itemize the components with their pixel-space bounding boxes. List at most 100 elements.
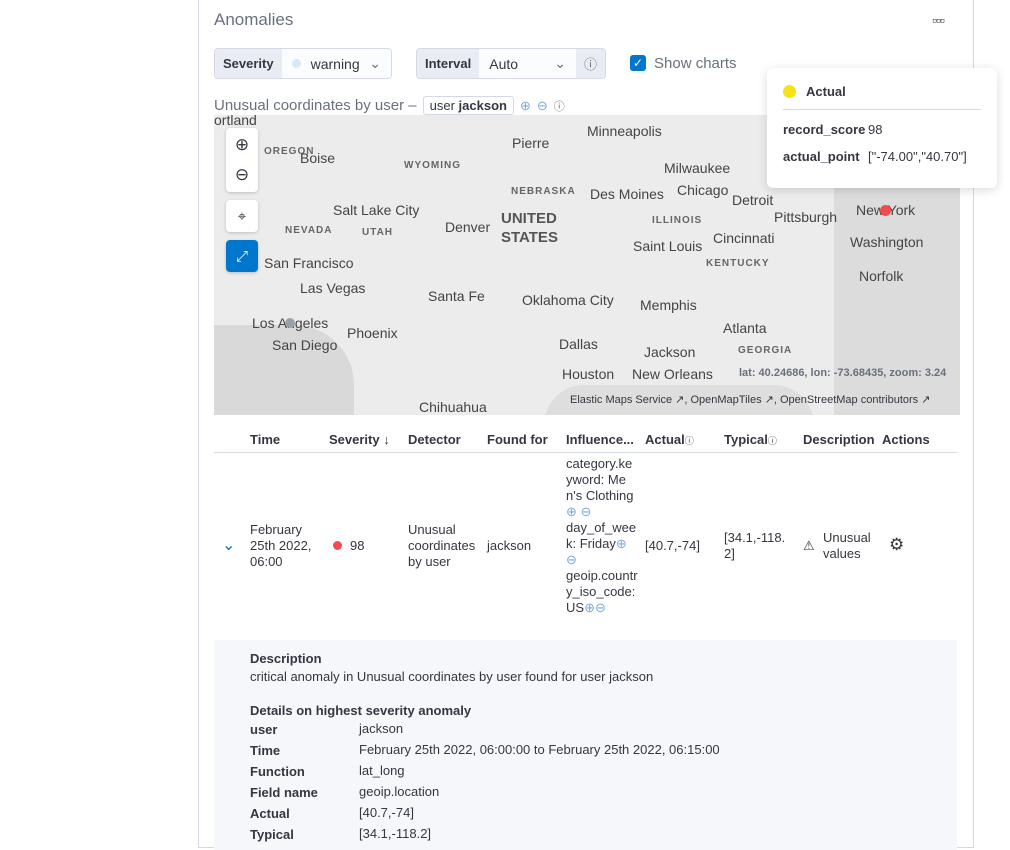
- chart-title-text: Unusual coordinates by user –: [214, 97, 417, 114]
- remove-filter-icon[interactable]: ⊖: [580, 504, 592, 519]
- detail-value: [40.7,-74]: [359, 805, 414, 820]
- col-time[interactable]: Time: [250, 432, 281, 447]
- col-description: Description: [803, 432, 875, 447]
- map-label: Salt Lake City: [333, 202, 420, 218]
- map-label: Jackson: [644, 344, 696, 360]
- add-filter-icon[interactable]: ⊕: [566, 504, 577, 519]
- map-label: Santa Fe: [428, 288, 485, 304]
- add-filter-icon[interactable]: ⊕: [519, 97, 531, 113]
- zoom-out-icon[interactable]: ⊖: [234, 165, 250, 184]
- map-label: NEBRASKA: [511, 186, 576, 197]
- zoom-controls: ⊕ ⊖: [226, 128, 258, 192]
- map-label: ortland: [214, 115, 257, 128]
- map-label: Pittsburgh: [774, 209, 838, 225]
- map-label: Chicago: [677, 182, 729, 198]
- help-icon: ⓘ: [684, 436, 694, 446]
- entity-chip: user jackson: [422, 96, 514, 115]
- tooltip-series: Actual: [806, 84, 846, 99]
- detail-value: February 25th 2022, 06:00:00 to February…: [359, 742, 720, 757]
- map-label: Cincinnati: [713, 230, 775, 246]
- actual-legend-icon: [783, 85, 796, 98]
- more-options-icon[interactable]: ▫▫▫: [932, 12, 945, 28]
- col-found-for[interactable]: Found for: [487, 432, 548, 447]
- map-label: Denver: [445, 219, 491, 235]
- map-label: KENTUCKY: [706, 258, 770, 269]
- add-filter-icon[interactable]: ⊕: [615, 536, 627, 551]
- typical-point-marker[interactable]: [285, 318, 295, 328]
- gear-icon[interactable]: ⚙: [889, 535, 905, 554]
- help-icon[interactable]: ⓘ: [553, 100, 565, 113]
- tooltip-key: record_score: [783, 122, 866, 137]
- show-charts-checkbox[interactable]: ✓: [630, 55, 646, 71]
- map-label: Washington: [850, 234, 924, 250]
- entity-value: jackson: [458, 98, 507, 113]
- col-actual[interactable]: Actualⓘ: [645, 432, 694, 447]
- map-label: Oklahoma City: [522, 292, 614, 308]
- help-icon: ⓘ: [767, 436, 777, 446]
- map-label: Detroit: [732, 192, 774, 208]
- col-typical-label: Typical: [724, 432, 768, 447]
- locate-icon[interactable]: ⌖: [226, 200, 258, 232]
- severity-label: Severity: [215, 49, 282, 78]
- attribution-osm[interactable]: OpenStreetMap contributors: [780, 394, 919, 406]
- fullscreen-icon[interactable]: ⤢: [226, 240, 258, 272]
- map-label: Las Vegas: [300, 280, 366, 296]
- attribution-openmaptiles[interactable]: OpenMapTiles: [690, 394, 762, 406]
- detail-key: Typical: [250, 827, 294, 842]
- map-label: Memphis: [640, 297, 697, 313]
- panel-title: Anomalies: [214, 10, 294, 29]
- remove-filter-icon[interactable]: ⊖: [566, 552, 577, 567]
- zoom-in-icon[interactable]: ⊕: [234, 135, 250, 154]
- severity-dot-icon: [291, 59, 301, 68]
- col-actions: Actions: [882, 432, 930, 447]
- severity-dot-icon: [333, 541, 342, 550]
- expanded-row: [214, 640, 957, 850]
- details-heading: Details on highest severity anomaly: [250, 703, 472, 718]
- col-typical[interactable]: Typicalⓘ: [724, 432, 777, 447]
- detail-key: Field name: [250, 785, 318, 800]
- chart-title: Unusual coordinates by user – user jacks…: [214, 96, 565, 115]
- sort-down-icon: ↓: [383, 432, 390, 447]
- col-influencers[interactable]: Influence...: [566, 432, 634, 447]
- map-label: NEVADA: [285, 225, 333, 236]
- map-label: UTAH: [362, 227, 394, 238]
- map-label: Atlanta: [723, 320, 767, 336]
- map-label: GEORGIA: [738, 345, 793, 356]
- map-label: Pierre: [512, 135, 550, 151]
- tooltip-value: ["-74.00","40.70"]: [868, 149, 967, 164]
- map-label: OREGON: [264, 146, 315, 157]
- attribution-ems[interactable]: Elastic Maps Service: [570, 394, 673, 406]
- expand-row-icon[interactable]: ⌄: [222, 537, 236, 554]
- row-time: February 25th 2022, 06:00: [250, 522, 312, 569]
- detail-key: Actual: [250, 806, 290, 821]
- detail-key: Time: [250, 743, 281, 758]
- severity-score: 98: [350, 538, 365, 553]
- detail-value: lat_long: [359, 763, 405, 778]
- add-filter-icon[interactable]: ⊕: [584, 600, 595, 615]
- row-description: Unusual values: [823, 530, 871, 561]
- entity-field: user: [429, 98, 455, 113]
- col-detector[interactable]: Detector: [408, 432, 461, 447]
- col-severity[interactable]: Severity ↓: [329, 432, 390, 447]
- map-label: Chihuahua: [419, 399, 487, 415]
- help-icon[interactable]: ⓘ: [575, 49, 605, 78]
- row-influencers: category.keyword: Men's Clothing⊕ ⊖ day_…: [566, 456, 638, 616]
- remove-filter-icon[interactable]: ⊖: [536, 97, 548, 113]
- map-label: WYOMING: [404, 160, 461, 171]
- severity-select[interactable]: Severity warning ⌄: [214, 48, 392, 79]
- map-label: Minneapolis: [587, 123, 662, 139]
- map-label: Milwaukee: [664, 160, 731, 176]
- actual-point-marker[interactable]: [880, 205, 891, 216]
- row-detector: Unusual coordinates by user: [408, 522, 476, 569]
- map-tooltip: Actual record_score 98 actual_point ["-74.…: [767, 68, 997, 188]
- interval-value: Auto: [489, 55, 519, 72]
- description-text: critical anomaly in Unusual coordinates …: [250, 669, 654, 684]
- interval-select[interactable]: Interval Auto ⌄ ⓘ: [416, 48, 606, 79]
- remove-filter-icon[interactable]: ⊖: [594, 600, 606, 615]
- col-severity-label: Severity: [329, 432, 380, 447]
- map-label: San Diego: [272, 337, 338, 353]
- chevron-down-icon: ⌄: [369, 55, 381, 71]
- interval-label: Interval: [417, 49, 480, 78]
- map-label: New Orleans: [632, 366, 713, 382]
- detail-value: jackson: [359, 721, 404, 736]
